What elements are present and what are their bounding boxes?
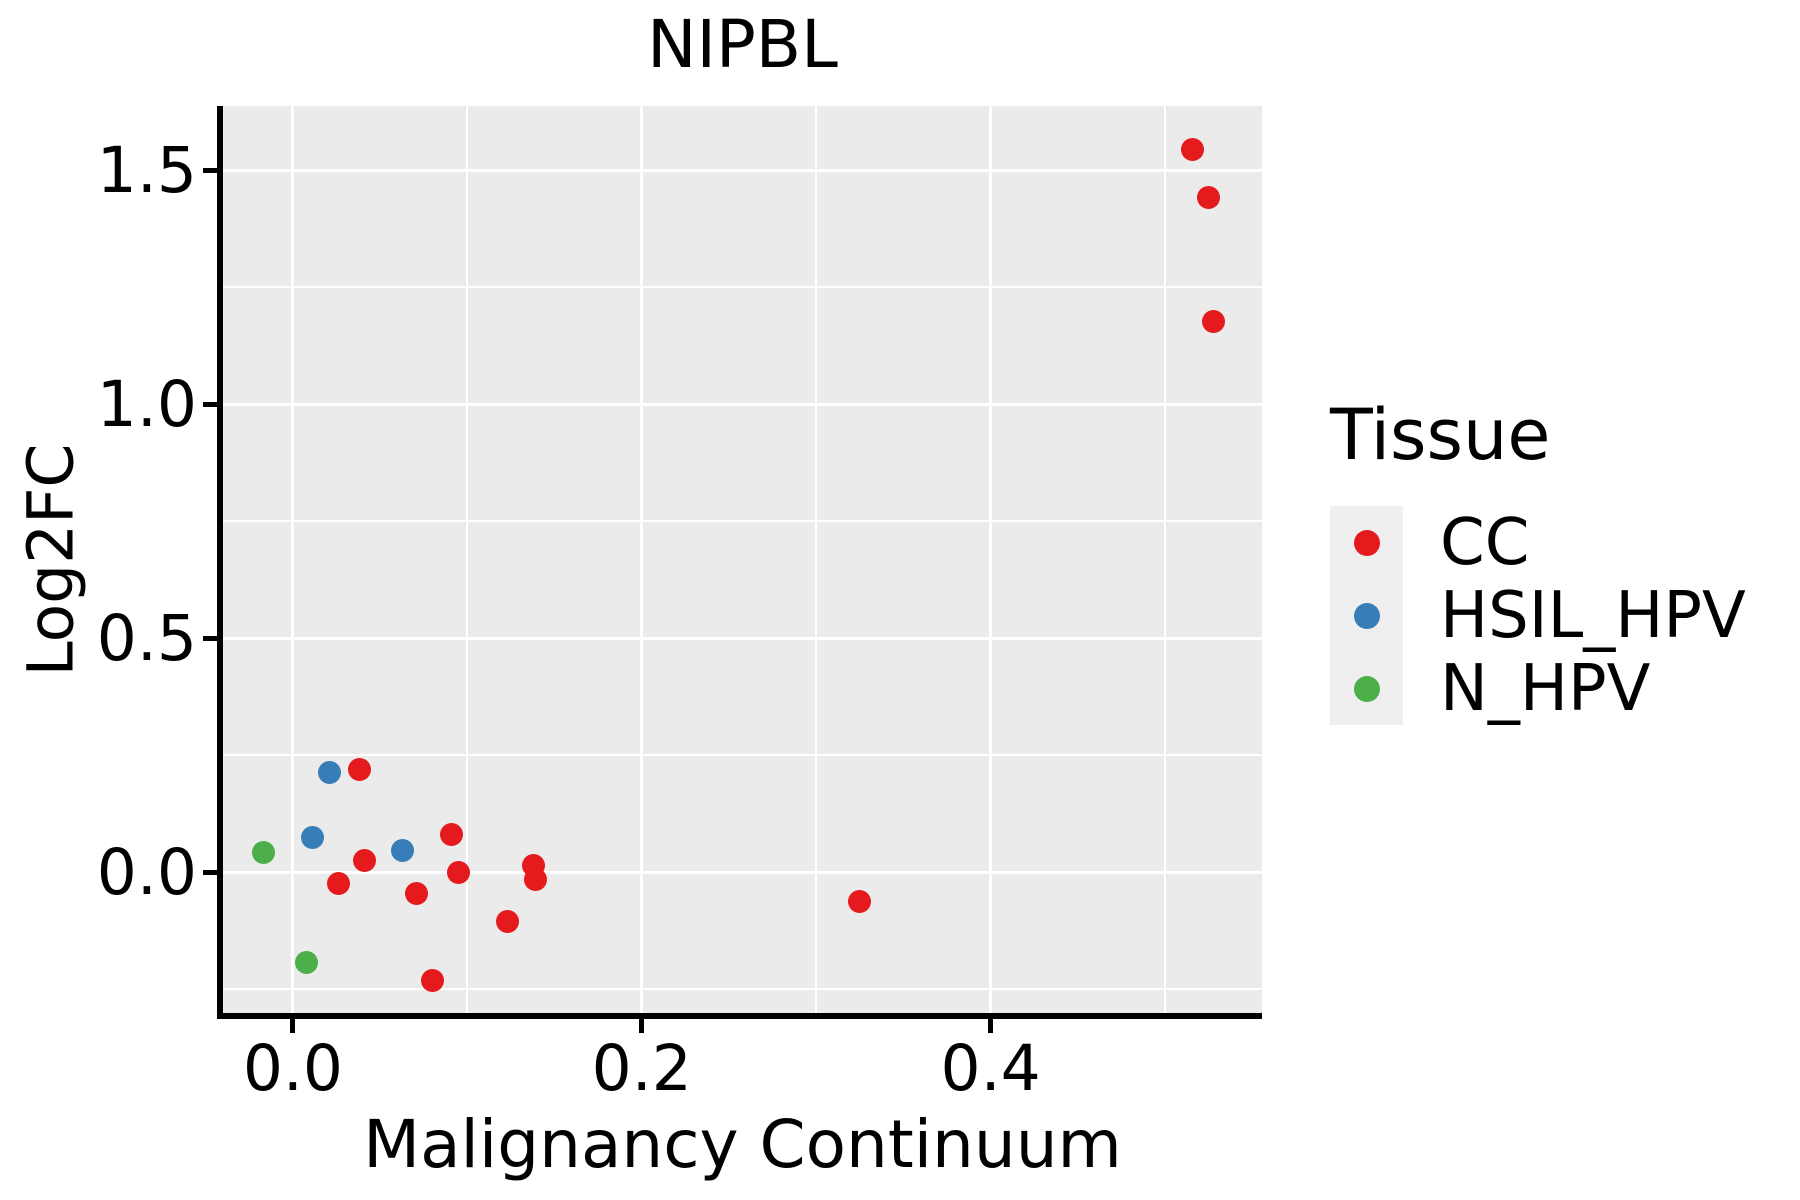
data-point-cc [405,881,429,905]
legend-label-n_hpv: N_HPV [1440,651,1651,726]
data-point-n_hpv [295,951,319,975]
legend-label-hsil_hpv: HSIL_HPV [1440,578,1746,653]
data-point-hsil_hpv [318,761,342,785]
legend-entry-cc: CC [1330,506,1746,579]
legend-key-cc [1330,506,1403,579]
data-point-cc [447,861,471,885]
y-axis-tick [203,401,217,407]
legend-dot-icon [1353,675,1380,702]
x-tick-label: 0.4 [940,1032,1041,1105]
x-axis-tick [639,1019,645,1033]
data-point-cc [347,757,371,781]
data-point-hsil_hpv [391,838,415,862]
plot-panel [223,106,1262,1017]
x-minor-gridline [466,106,469,1017]
legend-dot-icon [1353,602,1380,629]
legend-label-cc: CC [1440,505,1530,580]
x-major-gridline [640,106,644,1017]
x-minor-gridline [815,106,818,1017]
legend-key-n_hpv [1330,652,1403,725]
legend-key-hsil_hpv [1330,579,1403,652]
data-point-n_hpv [251,841,275,865]
legend-entry-hsil_hpv: HSIL_HPV [1330,579,1746,652]
data-point-cc [1181,137,1205,161]
y-axis-tick [203,635,217,641]
y-tick-label: 0.0 [96,836,197,910]
data-point-cc [1197,185,1221,209]
legend-dot-icon [1353,529,1380,556]
data-point-cc [848,889,872,913]
data-point-cc [1202,309,1226,333]
legend-entry-n_hpv: N_HPV [1330,652,1746,725]
y-major-gridline [223,870,1262,874]
x-tick-label: 0.2 [591,1032,692,1105]
data-point-cc [420,968,444,992]
y-minor-gridline [223,286,1262,289]
x-axis-tick [290,1019,296,1033]
data-point-cc [352,849,376,873]
data-point-cc [523,868,547,892]
legend-entries: CC HSIL_HPV N_HPV [1330,506,1746,725]
legend: Tissue CC HSIL_HPV N_HPV [1330,400,1746,725]
legend-title: Tissue [1330,394,1551,476]
x-axis-line [217,1013,1262,1019]
y-major-gridline [223,636,1262,640]
y-minor-gridline [223,988,1262,991]
y-major-gridline [223,168,1262,172]
x-tick-label: 0.0 [242,1032,344,1105]
y-major-gridline [223,402,1262,406]
x-minor-gridline [1164,106,1167,1017]
x-major-gridline [291,106,295,1017]
plot-title: NIPBL [647,6,838,83]
data-point-hsil_hpv [300,826,324,850]
y-axis-line [217,106,223,1019]
y-axis-tick [203,167,217,173]
y-tick-label: 0.5 [96,602,197,676]
y-tick-label: 1.5 [96,134,197,208]
y-minor-gridline [223,520,1262,523]
data-point-cc [440,822,464,846]
y-tick-label: 1.0 [96,368,197,442]
y-axis-tick [203,869,217,875]
x-axis-tick [988,1019,994,1033]
y-minor-gridline [223,754,1262,757]
x-major-gridline [989,106,993,1017]
data-point-cc [495,909,519,933]
x-axis-title: Malignancy Continuum [363,1106,1122,1183]
data-point-cc [326,871,350,895]
